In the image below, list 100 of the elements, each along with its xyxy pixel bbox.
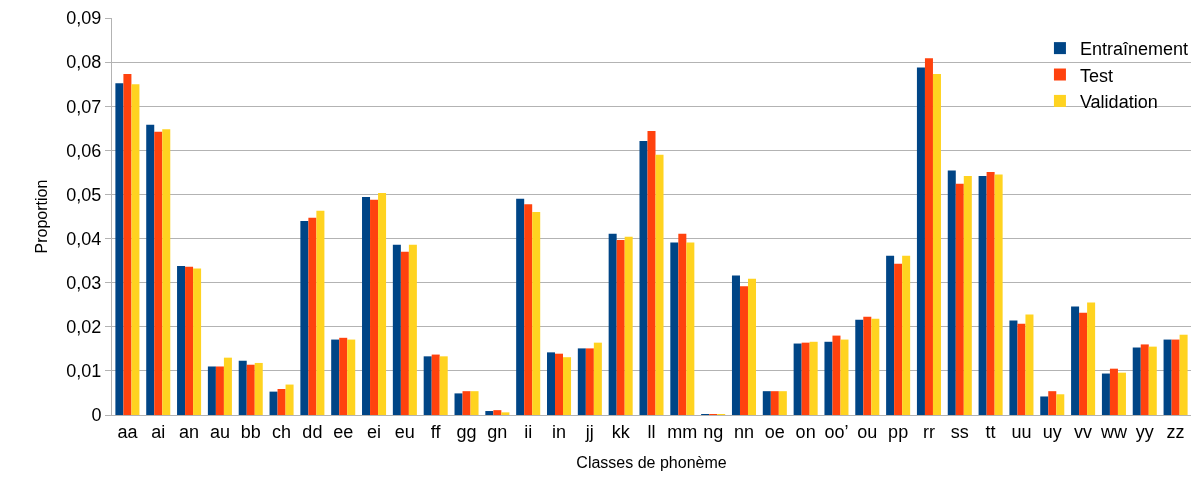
bar (886, 255, 895, 415)
x-tick-label: vv (1074, 421, 1093, 442)
bar (462, 391, 471, 415)
x-tick-label: uu (1011, 421, 1032, 442)
bar (577, 348, 586, 415)
bar (524, 204, 533, 415)
bar (1079, 312, 1088, 415)
bar (1056, 394, 1065, 415)
bar (747, 278, 757, 415)
bar (277, 388, 286, 415)
bar (177, 265, 186, 415)
bar (185, 266, 194, 415)
bar (563, 357, 572, 415)
x-tick-label: aa (117, 421, 139, 442)
bar (408, 244, 417, 415)
bar (423, 356, 432, 415)
x-tick-label: bb (240, 421, 261, 442)
bar (678, 233, 687, 415)
bar (362, 197, 371, 415)
y-tick-label: 0 (91, 405, 102, 426)
bar (932, 74, 941, 415)
bar (223, 357, 232, 415)
x-tick-label: an (179, 421, 200, 442)
bar (400, 251, 409, 415)
bar (254, 362, 263, 415)
x-tick-label: tt (985, 421, 996, 442)
bar (1117, 372, 1126, 415)
bar (863, 316, 872, 415)
bar (162, 129, 171, 415)
y-tick-label: 0,01 (66, 361, 102, 382)
bar (546, 352, 556, 415)
bar (986, 171, 995, 415)
bar (331, 339, 340, 415)
bar (238, 360, 247, 415)
legend-label: Entraînement (1079, 39, 1188, 60)
bar (316, 210, 325, 415)
bar (470, 391, 479, 415)
x-axis-title: Classes de phonème (576, 454, 727, 472)
x-tick-label: gg (456, 421, 477, 442)
x-tick-label: on (795, 421, 816, 442)
bar (855, 319, 864, 415)
bar (739, 286, 748, 415)
bar (532, 212, 541, 415)
y-tick-label: 0,03 (66, 272, 102, 293)
bar (207, 366, 216, 415)
bar (285, 384, 294, 415)
bar (924, 58, 933, 415)
x-tick-label: ee (333, 421, 354, 442)
bar (770, 391, 779, 415)
x-tick-label: nn (733, 421, 755, 442)
y-tick-label: 0,04 (66, 228, 102, 249)
x-tick-label: ff (430, 421, 442, 442)
bar (608, 233, 617, 415)
bar (215, 366, 224, 415)
x-tick-label: zz (1166, 421, 1185, 442)
bar (1171, 339, 1180, 415)
bar (431, 354, 440, 415)
legend-label: Validation (1079, 91, 1158, 112)
bar (955, 183, 964, 415)
bar (585, 348, 594, 415)
bar (154, 131, 163, 415)
x-tick-label: mm (667, 421, 698, 442)
bar (655, 154, 664, 415)
bar (670, 242, 679, 415)
bar (378, 193, 387, 415)
bar (1148, 346, 1157, 415)
bar (501, 412, 510, 415)
bar (801, 342, 810, 415)
x-tick-label: yy (1135, 421, 1154, 442)
bar (1017, 323, 1026, 415)
bar (269, 391, 278, 415)
x-tick-label: au (209, 421, 230, 442)
bar (1040, 396, 1049, 415)
bar (639, 141, 648, 415)
bar (731, 275, 740, 415)
bar (131, 84, 140, 415)
y-tick-label: 0,02 (66, 317, 102, 338)
x-tick-label: rr (922, 421, 935, 442)
x-tick-label: in (552, 421, 567, 442)
bar (1009, 320, 1018, 415)
bar (193, 268, 202, 415)
bar (686, 242, 695, 415)
bar (300, 220, 309, 415)
bar (1048, 391, 1057, 415)
x-tick-label: ei (367, 421, 382, 442)
x-tick-label: oe (764, 421, 785, 442)
bar (624, 236, 633, 415)
x-tick-label: jj (584, 421, 594, 442)
bar (647, 130, 656, 415)
bar (555, 353, 564, 415)
bar (493, 410, 502, 415)
bar (994, 174, 1003, 415)
bar (454, 393, 463, 415)
bar (1140, 344, 1149, 415)
bar (392, 244, 401, 415)
bar (1132, 347, 1141, 415)
y-tick-label: 0,06 (66, 140, 102, 161)
bar (347, 339, 356, 415)
y-tick-label: 0,05 (66, 184, 102, 205)
x-tick-label: ch (272, 421, 292, 442)
